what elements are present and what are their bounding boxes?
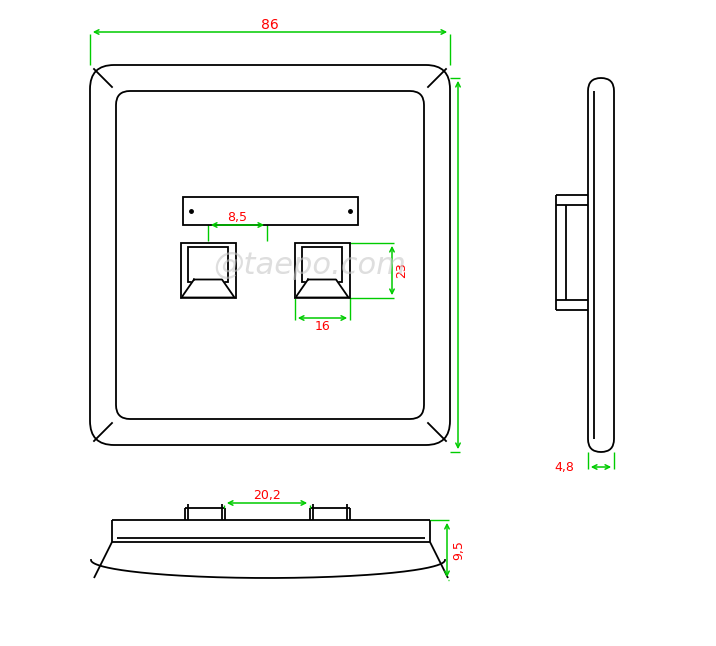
Text: 4,8: 4,8 (554, 461, 574, 474)
Text: 86: 86 (261, 18, 279, 32)
Text: 16: 16 (314, 320, 330, 333)
Text: 20,2: 20,2 (253, 488, 281, 501)
FancyBboxPatch shape (116, 91, 424, 419)
Text: 23: 23 (395, 263, 409, 278)
Polygon shape (296, 280, 349, 298)
Polygon shape (181, 280, 235, 298)
Bar (302, 247, 342, 282)
FancyBboxPatch shape (90, 65, 450, 445)
Bar (183, 197, 357, 225)
Bar (294, 242, 349, 298)
Text: @taepo.com: @taepo.com (213, 251, 407, 280)
Text: 8,5: 8,5 (228, 211, 248, 224)
FancyBboxPatch shape (588, 78, 614, 452)
Text: 9,5: 9,5 (453, 540, 465, 560)
Bar (180, 242, 236, 298)
Bar (188, 247, 228, 282)
